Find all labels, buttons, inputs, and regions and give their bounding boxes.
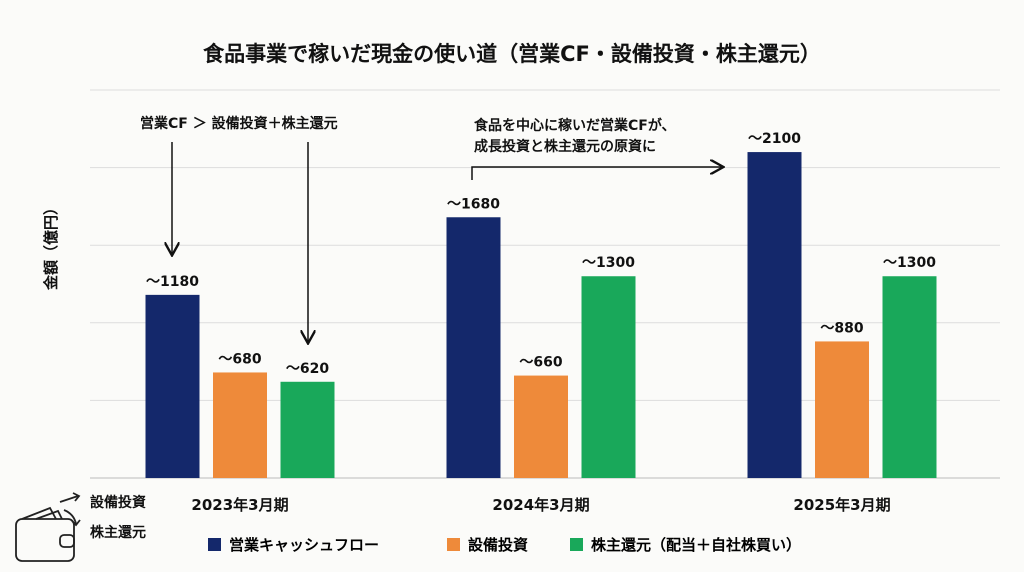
data-label: ～660 <box>519 355 562 371</box>
legend-item-capex: 設備投資 <box>447 534 528 555</box>
legend-swatch <box>208 538 221 551</box>
data-label: ～1680 <box>447 196 500 212</box>
bar <box>446 217 501 478</box>
wallet-icon <box>15 492 81 562</box>
bar <box>882 276 937 478</box>
data-label: ～1300 <box>582 255 635 271</box>
legend-item-shareholder-return: 株主還元（配当＋自社株買い） <box>570 534 801 555</box>
legend-item-operating-cf: 営業キャッシュフロー <box>208 534 379 555</box>
legend-swatch <box>570 538 583 551</box>
bar <box>280 381 335 478</box>
bar <box>514 375 568 478</box>
data-label: ～680 <box>218 351 261 367</box>
data-label: ～1180 <box>146 274 199 290</box>
x-tick-label: 2023年3月期 <box>191 496 288 514</box>
data-label: ～620 <box>286 361 329 377</box>
data-label: ～2100 <box>748 131 801 147</box>
annotation-right-line1: 食品を中心に稼いだ営業CFが、 <box>474 118 676 134</box>
x-tick-label: 2025年3月期 <box>793 496 890 514</box>
legend-label: 営業キャッシュフロー <box>229 536 380 554</box>
bar <box>581 276 636 478</box>
legend-label: 株主還元（配当＋自社株買い） <box>591 536 802 554</box>
data-label: ～880 <box>820 320 863 336</box>
data-label: ～1300 <box>883 255 936 271</box>
legend-label: 設備投資 <box>468 536 529 554</box>
bar <box>145 294 200 478</box>
bar <box>747 152 802 478</box>
bar <box>815 341 869 478</box>
wallet-label-return: 株主還元 <box>90 525 146 541</box>
bar <box>213 372 267 478</box>
wallet-label-capex: 設備投資 <box>90 495 146 511</box>
x-tick-label: 2024年3月期 <box>492 496 589 514</box>
legend-swatch <box>447 538 460 551</box>
annotation-left: 営業CF ＞ 設備投資＋株主還元 <box>140 116 338 132</box>
annotation-arrow-3 <box>471 167 722 180</box>
chart-title: 食品事業で稼いだ現金の使い道（営業CF・設備投資・株主還元） <box>203 42 821 66</box>
annotation-right-line2: 成長投資と株主還元の原資に <box>474 139 656 155</box>
